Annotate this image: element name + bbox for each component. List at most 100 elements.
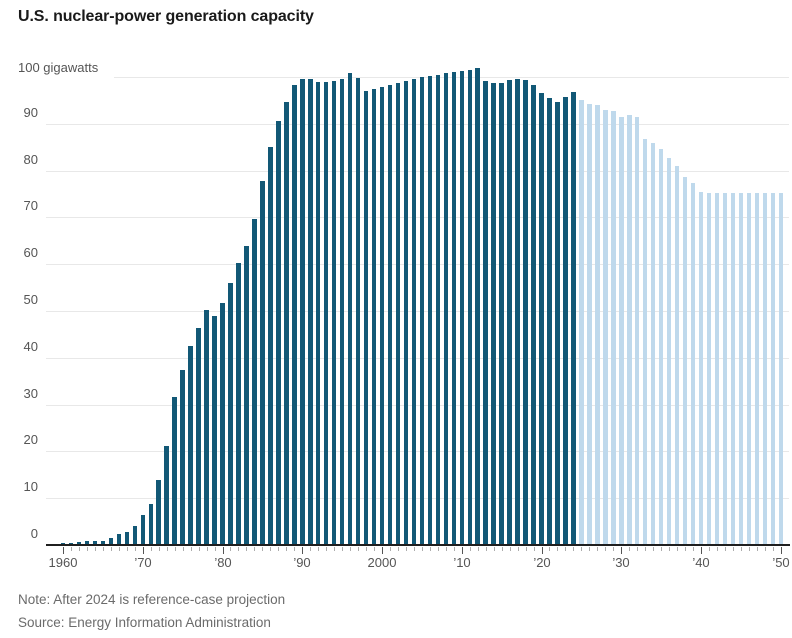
bar-2024 xyxy=(571,91,576,545)
gridline-60 xyxy=(46,264,789,265)
bar-2027 xyxy=(595,104,600,545)
axis-tick-minor xyxy=(318,547,319,551)
axis-tick-minor xyxy=(773,547,774,551)
axis-tick-minor xyxy=(502,547,503,551)
bar-1980 xyxy=(220,302,225,545)
axis-tick-minor xyxy=(135,547,136,551)
bar-2014 xyxy=(491,83,496,545)
axis-tick-minor xyxy=(717,547,718,551)
bar-2007 xyxy=(435,74,441,545)
bar-2022 xyxy=(555,101,560,545)
axis-tick-minor xyxy=(422,547,423,551)
bar-2040 xyxy=(698,191,704,545)
bar-2023 xyxy=(563,96,568,545)
axis-tick-minor xyxy=(733,547,734,551)
axis-tick-minor xyxy=(175,547,176,551)
axis-tick-minor xyxy=(414,547,415,551)
bar-1987 xyxy=(276,120,281,545)
bar-2030 xyxy=(619,116,624,545)
axis-tick-minor xyxy=(597,547,598,551)
axis-tick-minor xyxy=(294,547,295,551)
axis-tick-major-1980 xyxy=(223,547,224,554)
y-axis-unit-label: 100 gigawatts xyxy=(18,60,99,75)
y-axis-label-70: 70 xyxy=(23,198,38,213)
axis-tick-minor xyxy=(111,547,112,551)
bar-1972 xyxy=(156,479,161,545)
axis-tick-minor xyxy=(215,547,216,551)
y-axis-label-30: 30 xyxy=(23,386,38,401)
axis-tick-minor xyxy=(230,547,231,551)
y-axis-label-20: 20 xyxy=(23,432,38,447)
bar-1962 xyxy=(76,542,82,545)
bar-2012 xyxy=(475,67,480,545)
y-axis-label-50: 50 xyxy=(23,292,38,307)
bar-2044 xyxy=(730,193,736,545)
bar-1970 xyxy=(140,514,145,545)
x-axis-label-1990: ’90 xyxy=(293,555,311,570)
x-axis-line xyxy=(46,544,790,546)
bar-2017 xyxy=(515,78,520,545)
axis-tick-minor xyxy=(653,547,654,551)
axis-tick-major-2000 xyxy=(382,547,383,554)
chart-title: U.S. nuclear-power generation capacity xyxy=(18,8,314,25)
gridline-50 xyxy=(46,311,789,312)
bar-2036 xyxy=(666,158,672,545)
bar-2001 xyxy=(387,85,393,545)
bar-2026 xyxy=(587,104,592,545)
bar-1993 xyxy=(323,81,329,545)
axis-tick-minor xyxy=(526,547,527,551)
axis-tick-minor xyxy=(613,547,614,551)
bar-2047 xyxy=(754,193,760,545)
axis-tick-minor xyxy=(366,547,367,551)
bar-2031 xyxy=(627,114,632,545)
bar-2032 xyxy=(634,116,640,545)
axis-tick-minor xyxy=(637,547,638,551)
axis-tick-major-2010 xyxy=(462,547,463,554)
bar-1995 xyxy=(339,79,345,545)
bar-1983 xyxy=(244,245,249,545)
axis-tick-minor xyxy=(103,547,104,551)
axis-tick-minor xyxy=(757,547,758,551)
gridline-70 xyxy=(46,217,789,218)
axis-tick-minor xyxy=(438,547,439,551)
axis-tick-minor xyxy=(254,547,255,551)
axis-tick-minor xyxy=(127,547,128,551)
axis-tick-minor xyxy=(71,547,72,551)
axis-tick-major-2020 xyxy=(542,547,543,554)
axis-tick-minor xyxy=(159,547,160,551)
x-axis-label-2000: 2000 xyxy=(367,555,397,570)
axis-tick-minor xyxy=(693,547,694,551)
bar-2003 xyxy=(403,80,409,545)
axis-tick-minor xyxy=(87,547,88,551)
axis-tick-minor xyxy=(406,547,407,551)
bar-2041 xyxy=(706,193,712,545)
axis-tick-minor xyxy=(645,547,646,551)
axis-tick-minor xyxy=(191,547,192,551)
axis-tick-minor xyxy=(749,547,750,551)
bar-1974 xyxy=(172,397,177,545)
bar-2042 xyxy=(714,193,720,545)
bar-1973 xyxy=(164,446,169,545)
axis-tick-minor xyxy=(374,547,375,551)
axis-tick-major-1990 xyxy=(302,547,303,554)
bar-1985 xyxy=(260,180,265,545)
axis-tick-minor xyxy=(207,547,208,551)
axis-tick-minor xyxy=(565,547,566,551)
y-axis-label-40: 40 xyxy=(23,339,38,354)
axis-tick-minor xyxy=(390,547,391,551)
chart-source: Source: Energy Information Administratio… xyxy=(18,615,271,630)
bar-1996 xyxy=(347,73,353,545)
bar-2050 xyxy=(778,193,783,545)
bar-1965 xyxy=(100,540,106,545)
bar-2038 xyxy=(682,176,688,545)
bar-2021 xyxy=(547,98,552,545)
bar-1982 xyxy=(236,263,241,545)
bar-2049 xyxy=(770,193,775,545)
axis-tick-minor xyxy=(605,547,606,551)
axis-tick-minor xyxy=(494,547,495,551)
bar-2019 xyxy=(531,85,536,545)
bar-1988 xyxy=(284,101,289,545)
axis-tick-minor xyxy=(350,547,351,551)
x-axis-label-2030: ’30 xyxy=(612,555,630,570)
